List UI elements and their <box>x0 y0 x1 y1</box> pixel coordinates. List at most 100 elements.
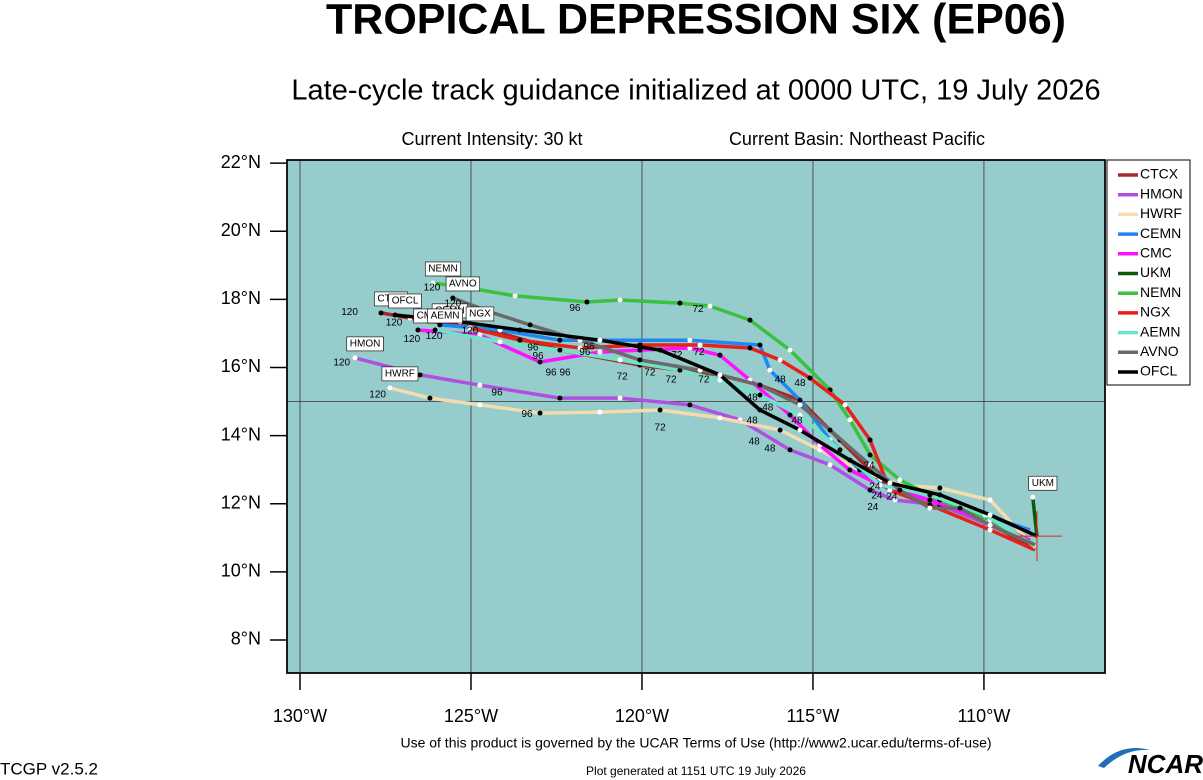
forecast-hour-label: 96 <box>532 351 544 362</box>
track-point <box>847 457 853 463</box>
model-label-text: AEMN <box>431 311 460 322</box>
track-point <box>584 299 590 305</box>
forecast-hour-label: 96 <box>583 342 595 353</box>
track-point <box>378 310 384 316</box>
track-point <box>897 477 903 483</box>
forecast-hour-label: 72 <box>694 347 706 358</box>
legend-label: NGX <box>1140 304 1171 320</box>
y-tick-label: 8°N <box>231 629 261 649</box>
model-label: UKM <box>1028 475 1058 491</box>
logo-swoosh <box>1098 748 1150 768</box>
logo: NCAR <box>1128 749 1203 779</box>
track-point <box>767 367 773 373</box>
forecast-hour-label: 120 <box>386 317 403 328</box>
legend-label: CMC <box>1140 245 1172 261</box>
generated: Plot generated at 1151 UTC 19 July 2026 <box>586 764 806 778</box>
track-point <box>687 337 693 343</box>
track-point <box>557 395 563 401</box>
track-point <box>757 382 763 388</box>
track-point <box>937 492 943 498</box>
track-point <box>757 407 763 413</box>
y-tick-label: 18°N <box>221 288 261 308</box>
forecast-hour-label: 120 <box>426 331 443 342</box>
track-point <box>687 345 693 351</box>
track-point <box>867 462 873 468</box>
forecast-hour-label: 72 <box>671 350 683 361</box>
model-label-box <box>346 336 384 352</box>
track-point <box>777 357 783 363</box>
track-line <box>389 386 1037 550</box>
track-point <box>757 392 763 398</box>
model-label-text: HMON <box>350 339 381 350</box>
track-point <box>657 407 663 413</box>
track-point <box>617 297 623 303</box>
track-point <box>877 482 883 488</box>
forecast-hour-label: 48 <box>747 393 759 404</box>
model-label: NEMN <box>424 261 462 277</box>
model-label-box <box>427 308 463 324</box>
model-label-box <box>388 293 422 309</box>
model-label-text: UKM <box>1032 478 1054 489</box>
model-label-text: NGX <box>469 309 491 320</box>
track-point <box>892 497 898 503</box>
model-label: AVNO <box>445 276 480 292</box>
track-point <box>757 342 763 348</box>
track-point <box>797 402 803 408</box>
legend-label: OFCL <box>1140 363 1178 379</box>
forecast-hour-label: 96 <box>569 303 581 314</box>
track-point <box>432 327 438 333</box>
track-point <box>937 485 943 491</box>
current-intensity: Current Intensity: 30 kt <box>401 129 582 149</box>
track-point <box>597 337 603 343</box>
model-label: HWRF <box>381 366 419 382</box>
terms: Use of this product is governed by the U… <box>400 735 991 751</box>
track-point <box>887 480 893 486</box>
forecast-hour-label: 48 <box>794 378 806 389</box>
tracks-layer <box>287 160 1105 673</box>
forecast-hour-label: 48 <box>764 444 776 455</box>
track-point <box>707 303 713 309</box>
track-point <box>677 367 683 373</box>
track-point <box>827 462 833 468</box>
legend-label: AEMN <box>1140 323 1180 339</box>
track-point <box>437 322 443 328</box>
track-point <box>787 347 793 353</box>
model-label-box <box>424 261 462 277</box>
model-label: NGX <box>465 306 495 322</box>
y-tick-label: 12°N <box>221 492 261 512</box>
track-point <box>617 357 623 363</box>
track-point <box>797 412 803 418</box>
track-point <box>392 312 398 318</box>
track-point <box>717 415 723 421</box>
track-point <box>512 293 518 299</box>
track-point <box>687 402 693 408</box>
legend-label: AVNO <box>1140 343 1179 359</box>
track-point <box>517 327 523 333</box>
y-tick-label: 14°N <box>221 424 261 444</box>
title: TROPICAL DEPRESSION SIX (EP06) <box>326 0 1066 43</box>
model-label-box <box>1028 475 1058 491</box>
track-point <box>747 345 753 351</box>
forecast-hour-label: 24 <box>863 461 875 472</box>
forecast-hour-label: 120 <box>424 283 441 294</box>
track-point <box>837 447 843 453</box>
track-point <box>557 347 563 353</box>
forecast-hour-label: 120 <box>369 389 386 400</box>
x-tick-label: 125°W <box>444 706 498 726</box>
legend-label: CTCX <box>1140 166 1179 182</box>
track-point <box>867 487 873 493</box>
track-point <box>430 280 436 286</box>
model-label: AEMN <box>427 308 463 324</box>
track-point <box>577 345 583 351</box>
model-label-box <box>465 306 495 322</box>
track-point <box>657 347 663 353</box>
x-tick-label: 130°W <box>273 706 327 726</box>
track-point <box>847 467 853 473</box>
track-point <box>537 359 543 365</box>
track-point <box>957 505 963 511</box>
track-line <box>1031 497 1039 537</box>
forecast-hour-label: 72 <box>692 304 704 315</box>
track-point <box>817 447 823 453</box>
forecast-hour-label: 120 <box>403 334 420 345</box>
